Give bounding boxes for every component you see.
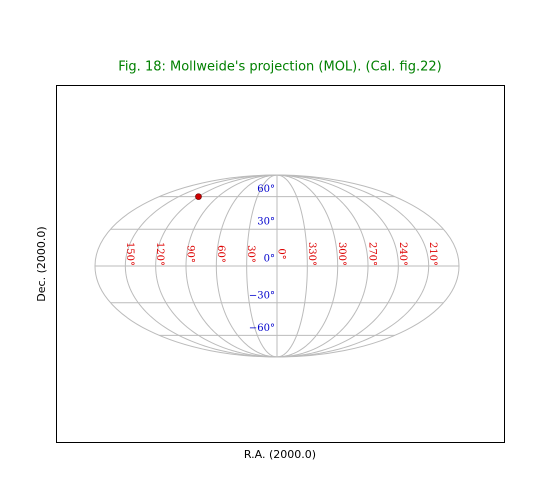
x-tick-label: 120° (154, 242, 165, 266)
x-tick-label: 60° (215, 245, 226, 263)
x-tick-label: 270° (367, 242, 378, 266)
y-tick-label: 0° (264, 254, 275, 265)
x-axis-label: R.A. (2000.0) (244, 448, 316, 461)
y-tick-label: −60° (249, 323, 275, 334)
x-tick-label: 330° (306, 242, 317, 266)
point (195, 193, 202, 200)
x-tick-label: 0° (276, 248, 287, 259)
y-tick-label: 60° (257, 184, 275, 195)
frame (56, 85, 505, 443)
x-tick-label: 150° (124, 242, 135, 266)
x-tick-label: 90° (185, 245, 196, 263)
y-tick-label: 30° (257, 217, 275, 228)
x-tick-label: 300° (336, 242, 347, 266)
x-tick-label: 210° (427, 242, 438, 266)
y-axis-label: Dec. (2000.0) (35, 226, 48, 301)
y-tick-label: −30° (249, 290, 275, 301)
chart-title: Fig. 18: Mollweide's projection (MOL). (… (118, 60, 441, 75)
x-tick-label: 240° (397, 242, 408, 266)
x-tick-label: 30° (245, 245, 256, 263)
